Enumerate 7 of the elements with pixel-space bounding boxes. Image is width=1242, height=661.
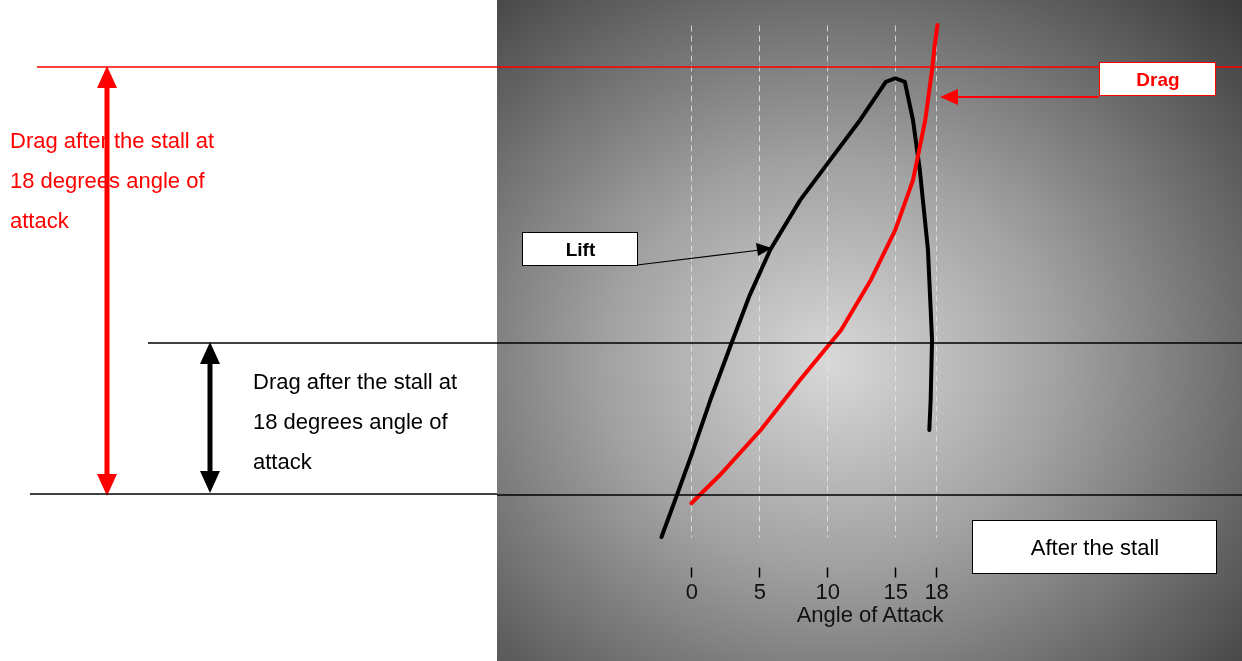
x-tick-label: 18 (924, 578, 949, 604)
x-tick-label: 5 (753, 578, 767, 604)
text: Drag after the stall at 18 degrees angle of attack (253, 368, 459, 476)
x-tick-label: 15 (883, 578, 909, 604)
x-axis-title: Angle of Attack (796, 601, 945, 627)
x-tick-label: 0 (685, 578, 699, 604)
x-tick-label: 10 (815, 578, 841, 604)
